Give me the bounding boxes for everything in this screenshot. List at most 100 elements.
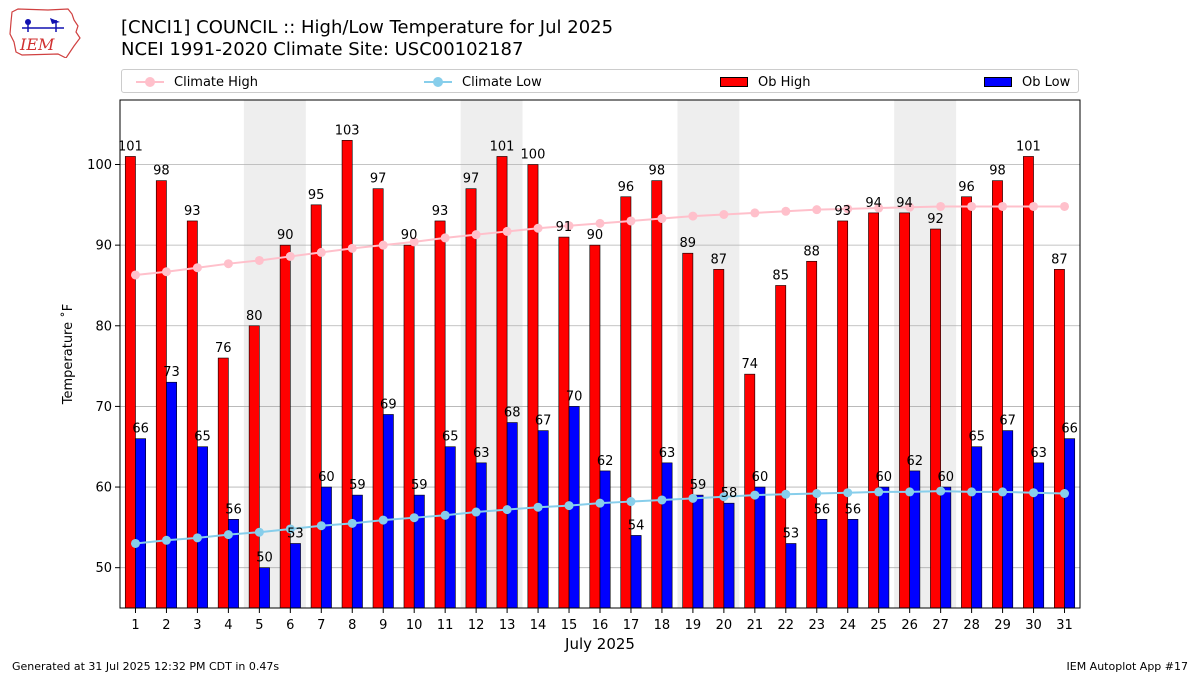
- x-tick-label-2: 2: [162, 618, 170, 633]
- point-climate-low-4: [223, 530, 233, 540]
- label-ob-low-13: 68: [504, 406, 521, 421]
- x-tick-label-18: 18: [654, 618, 671, 633]
- point-climate-high-6: [285, 251, 295, 261]
- legend: Climate High Climate Low Ob High Ob Low: [121, 69, 1079, 93]
- y-tick-label-90: 90: [95, 239, 112, 254]
- label-ob-low-29: 67: [999, 414, 1016, 429]
- point-climate-low-25: [874, 487, 884, 497]
- bar-ob-high-8: [341, 140, 353, 609]
- label-ob-high-14: 100: [521, 148, 546, 163]
- x-tick-label-4: 4: [224, 618, 232, 633]
- label-ob-high-10: 90: [401, 228, 418, 243]
- label-ob-high-7: 95: [308, 188, 325, 203]
- point-climate-high-13: [502, 226, 512, 236]
- bar-ob-low-27: [940, 486, 952, 609]
- point-climate-low-28: [967, 487, 977, 497]
- y-tick-label-70: 70: [95, 400, 112, 415]
- point-climate-low-29: [998, 487, 1008, 497]
- x-tick-label-23: 23: [809, 618, 826, 633]
- bar-ob-high-31: [1053, 269, 1065, 609]
- point-climate-low-14: [533, 502, 543, 512]
- label-ob-low-26: 62: [907, 454, 924, 469]
- label-ob-low-6: 53: [287, 526, 304, 541]
- label-ob-low-22: 53: [783, 526, 800, 541]
- bar-ob-high-12: [465, 188, 477, 609]
- chart-subtitle: NCEI 1991-2020 Climate Site: USC00102187: [121, 39, 524, 60]
- point-climate-low-19: [688, 493, 698, 503]
- label-ob-low-9: 69: [380, 397, 397, 412]
- x-tick-label-17: 17: [623, 618, 640, 633]
- label-ob-high-18: 98: [649, 164, 666, 179]
- point-climate-low-20: [719, 492, 729, 502]
- label-ob-high-20: 87: [710, 252, 727, 267]
- point-climate-high-20: [719, 210, 729, 220]
- point-climate-high-9: [378, 240, 388, 250]
- label-ob-low-16: 62: [597, 454, 614, 469]
- x-tick-label-11: 11: [437, 618, 454, 633]
- bar-ob-low-6: [290, 543, 301, 609]
- bar-ob-low-22: [785, 543, 797, 609]
- label-ob-low-11: 65: [442, 430, 459, 445]
- bar-ob-low-5: [259, 567, 270, 609]
- bar-ob-high-26: [899, 212, 910, 609]
- bar-ob-high-24: [837, 220, 849, 609]
- point-climate-low-9: [378, 515, 388, 525]
- label-ob-high-11: 93: [432, 204, 449, 219]
- x-tick-label-21: 21: [747, 618, 764, 633]
- label-ob-high-4: 76: [215, 341, 232, 356]
- bar-ob-low-12: [475, 462, 487, 609]
- bar-ob-high-30: [1023, 156, 1034, 609]
- point-climate-high-26: [905, 202, 915, 212]
- label-ob-high-1: 101: [118, 139, 143, 154]
- point-climate-high-7: [316, 247, 326, 257]
- x-tick-label-27: 27: [932, 618, 949, 633]
- label-ob-high-2: 98: [153, 164, 170, 179]
- label-ob-low-12: 63: [473, 446, 490, 461]
- x-tick-label-14: 14: [530, 618, 547, 633]
- point-climate-low-2: [161, 535, 171, 545]
- bar-ob-low-17: [630, 535, 642, 609]
- bar-ob-high-15: [558, 236, 570, 609]
- label-ob-high-29: 98: [989, 164, 1006, 179]
- bar-ob-low-28: [971, 446, 983, 609]
- bar-ob-high-10: [403, 244, 415, 609]
- label-ob-low-8: 59: [349, 478, 366, 493]
- y-tick-label-60: 60: [95, 481, 112, 496]
- label-ob-low-10: 59: [411, 478, 428, 493]
- x-tick-label-3: 3: [193, 618, 201, 633]
- point-climate-high-31: [1060, 201, 1070, 211]
- label-ob-low-2: 73: [163, 365, 180, 380]
- label-ob-high-31: 87: [1051, 252, 1068, 267]
- bar-ob-low-31: [1064, 438, 1076, 609]
- label-ob-low-20: 58: [721, 486, 738, 501]
- label-ob-high-30: 101: [1016, 139, 1041, 154]
- bar-ob-low-9: [382, 414, 394, 609]
- point-climate-high-4: [223, 259, 233, 269]
- point-climate-high-5: [254, 255, 264, 265]
- legend-swatch-ob-low: [984, 77, 1012, 87]
- point-climate-high-8: [347, 243, 357, 253]
- x-tick-label-13: 13: [499, 618, 516, 633]
- iem-logo: IEM: [8, 6, 82, 59]
- x-tick-label-22: 22: [778, 618, 795, 633]
- bar-ob-high-29: [992, 180, 1003, 609]
- point-climate-low-23: [812, 488, 822, 498]
- point-climate-low-11: [440, 510, 450, 520]
- label-ob-high-28: 96: [958, 180, 975, 195]
- point-climate-low-31: [1060, 488, 1070, 498]
- label-ob-low-14: 67: [535, 414, 552, 429]
- x-tick-label-26: 26: [901, 618, 918, 633]
- label-ob-low-19: 59: [690, 478, 707, 493]
- point-climate-high-2: [161, 267, 171, 277]
- label-ob-high-12: 97: [463, 172, 480, 187]
- bar-ob-low-29: [1002, 430, 1014, 609]
- label-ob-low-3: 65: [194, 430, 211, 445]
- point-climate-low-5: [254, 527, 264, 537]
- legend-label-ob-high: Ob High: [758, 74, 811, 90]
- x-tick-label-31: 31: [1056, 618, 1073, 633]
- bar-ob-low-11: [444, 446, 456, 609]
- point-climate-low-17: [626, 497, 636, 507]
- bar-ob-low-1: [135, 438, 147, 609]
- legend-item-climate-high: Climate High: [136, 73, 258, 91]
- point-climate-low-24: [843, 488, 853, 498]
